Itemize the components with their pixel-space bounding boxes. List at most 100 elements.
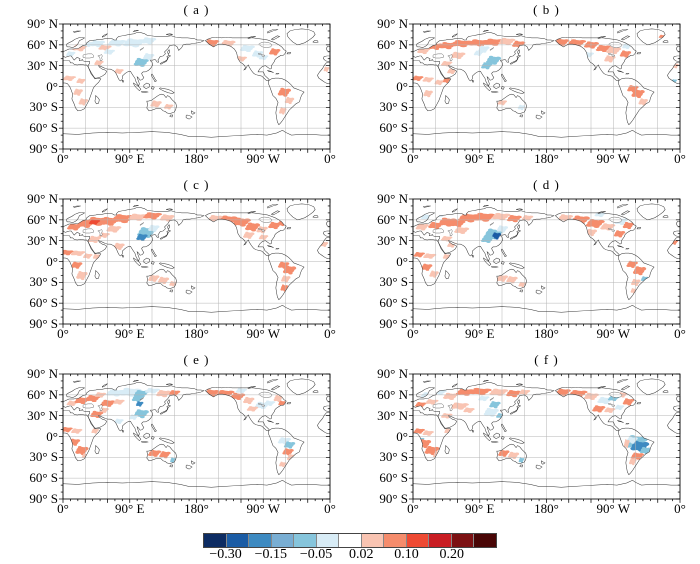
lat-tick-label: 90° N <box>377 366 408 381</box>
colorbar-tick-label: −0.05 <box>299 547 333 562</box>
lon-tick-label: 90° W <box>596 151 630 166</box>
map-canvas <box>58 373 331 503</box>
graticule <box>63 24 330 149</box>
lat-tick-label: 0° <box>396 428 408 444</box>
map-canvas <box>408 23 681 153</box>
graticule <box>413 199 680 324</box>
colorbar-segment <box>474 534 496 547</box>
lon-tick-label: 0° <box>674 501 686 516</box>
panel-title: ( a ) <box>183 2 210 17</box>
lat-tick-label: 30° N <box>27 57 58 73</box>
lat-tick-label: 30° S <box>379 99 408 115</box>
lat-tick-label: 90° N <box>377 16 408 31</box>
colorbar-tick-label: −0.15 <box>254 547 288 562</box>
lon-tick-label: 180° <box>534 501 559 516</box>
axis-ticks <box>408 23 681 153</box>
lon-tick-label: 0° <box>57 501 69 516</box>
lat-tick-label: 0° <box>46 253 58 269</box>
lat-tick-label: 0° <box>396 78 408 94</box>
lat-tick-label: 90° N <box>27 191 58 206</box>
colorbar-segment <box>226 534 250 547</box>
lat-tick-label: 90° S <box>29 491 58 506</box>
lon-tick-label: 0° <box>57 326 69 341</box>
lat-tick-label: 90° N <box>27 366 58 381</box>
lat-tick-label: 60° S <box>29 470 58 486</box>
lon-tick-label: 0° <box>57 151 69 166</box>
colorbar-segment <box>406 534 430 547</box>
graticule <box>63 199 330 324</box>
map-panel-f: ( f ) 90° N 60° N 30° N 0° 30° S 60° S 90° S 0° 9… <box>350 350 700 525</box>
lat-tick-label: 60° S <box>29 120 58 136</box>
lat-tick-label: 60° N <box>27 386 58 402</box>
lat-tick-label: 30° S <box>379 449 408 465</box>
lon-tick-label: 180° <box>184 501 209 516</box>
map-panel-d: ( d ) 90° N 60° N 30° N 0° 30° S 60° S 90° S 0° 9… <box>350 175 700 350</box>
lat-tick-label: 60° N <box>377 386 408 402</box>
lat-tick-label: 90° S <box>29 141 58 156</box>
map-panel-a: ( a ) 90° N 60° N 30° N 0° 30° S 60° S 90° S 0° 9… <box>0 0 350 175</box>
lon-tick-label: 90° E <box>465 151 495 166</box>
colorbar-segment <box>361 534 385 547</box>
lat-tick-label: 0° <box>46 78 58 94</box>
colorbar-segment <box>271 534 295 547</box>
colorbar-tick-label: 0.20 <box>439 547 465 562</box>
lon-tick-label: 90° W <box>246 501 280 516</box>
lon-tick-label: 0° <box>324 326 336 341</box>
lon-tick-label: 90° W <box>596 326 630 341</box>
colorbar-segment <box>204 534 227 547</box>
coastlines <box>412 28 681 138</box>
lat-tick-label: 30° S <box>379 274 408 290</box>
colorbar-segment <box>451 534 475 547</box>
axis-ticks <box>58 373 331 503</box>
lon-tick-label: 0° <box>407 151 419 166</box>
lat-tick-label: 0° <box>396 253 408 269</box>
lat-tick-label: 30° S <box>29 449 58 465</box>
lat-tick-label: 30° N <box>377 407 408 423</box>
coastlines <box>62 378 331 488</box>
lon-tick-label: 0° <box>674 151 686 166</box>
colorbar-segment <box>316 534 340 547</box>
lon-tick-label: 90° E <box>115 151 145 166</box>
lon-tick-label: 90° E <box>465 501 495 516</box>
colorbar-tick-label: −0.30 <box>209 547 242 562</box>
lat-tick-label: 30° N <box>377 57 408 73</box>
lon-tick-label: 90° W <box>596 501 630 516</box>
coastlines <box>412 378 681 488</box>
axis-ticks <box>408 373 681 503</box>
lat-tick-label: 30° N <box>27 407 58 423</box>
lon-tick-label: 0° <box>324 501 336 516</box>
panel-title: ( f ) <box>534 352 559 367</box>
lat-tick-label: 30° S <box>29 274 58 290</box>
panel-title: ( e ) <box>183 352 210 367</box>
lat-tick-label: 60° N <box>27 36 58 52</box>
lat-tick-label: 30° N <box>27 232 58 248</box>
colorbar-tick-label: 0.02 <box>349 547 374 562</box>
lat-tick-label: 90° S <box>379 316 408 331</box>
colorbar-segment <box>339 534 362 547</box>
lat-tick-label: 90° S <box>29 316 58 331</box>
lon-tick-label: 0° <box>407 501 419 516</box>
lon-tick-label: 180° <box>534 151 559 166</box>
colorbar-segment <box>384 534 407 547</box>
graticule <box>413 24 680 149</box>
lon-tick-label: 90° E <box>465 326 495 341</box>
lat-tick-label: 30° N <box>377 232 408 248</box>
colorbar-segment <box>249 534 272 547</box>
lat-tick-label: 90° N <box>377 191 408 206</box>
lat-tick-label: 60° N <box>377 211 408 227</box>
lon-tick-label: 90° W <box>246 151 280 166</box>
map-canvas <box>58 23 331 153</box>
lat-tick-label: 0° <box>46 428 58 444</box>
axis-ticks <box>58 198 331 328</box>
lat-tick-label: 30° S <box>29 99 58 115</box>
colorbar-tick-label: 0.10 <box>394 547 419 562</box>
map-panel-b: ( b ) 90° N 60° N 30° N 0° 30° S 60° S 90° S 0° 9… <box>350 0 700 175</box>
axis-ticks <box>408 198 681 328</box>
colorbar <box>203 533 497 548</box>
lon-tick-label: 180° <box>534 326 559 341</box>
map-panel-e: ( e ) 90° N 60° N 30° N 0° 30° S 60° S 90° S 0° 9… <box>0 350 350 525</box>
lon-tick-label: 180° <box>184 151 209 166</box>
lat-tick-label: 90° S <box>379 491 408 506</box>
coastlines <box>62 28 331 138</box>
